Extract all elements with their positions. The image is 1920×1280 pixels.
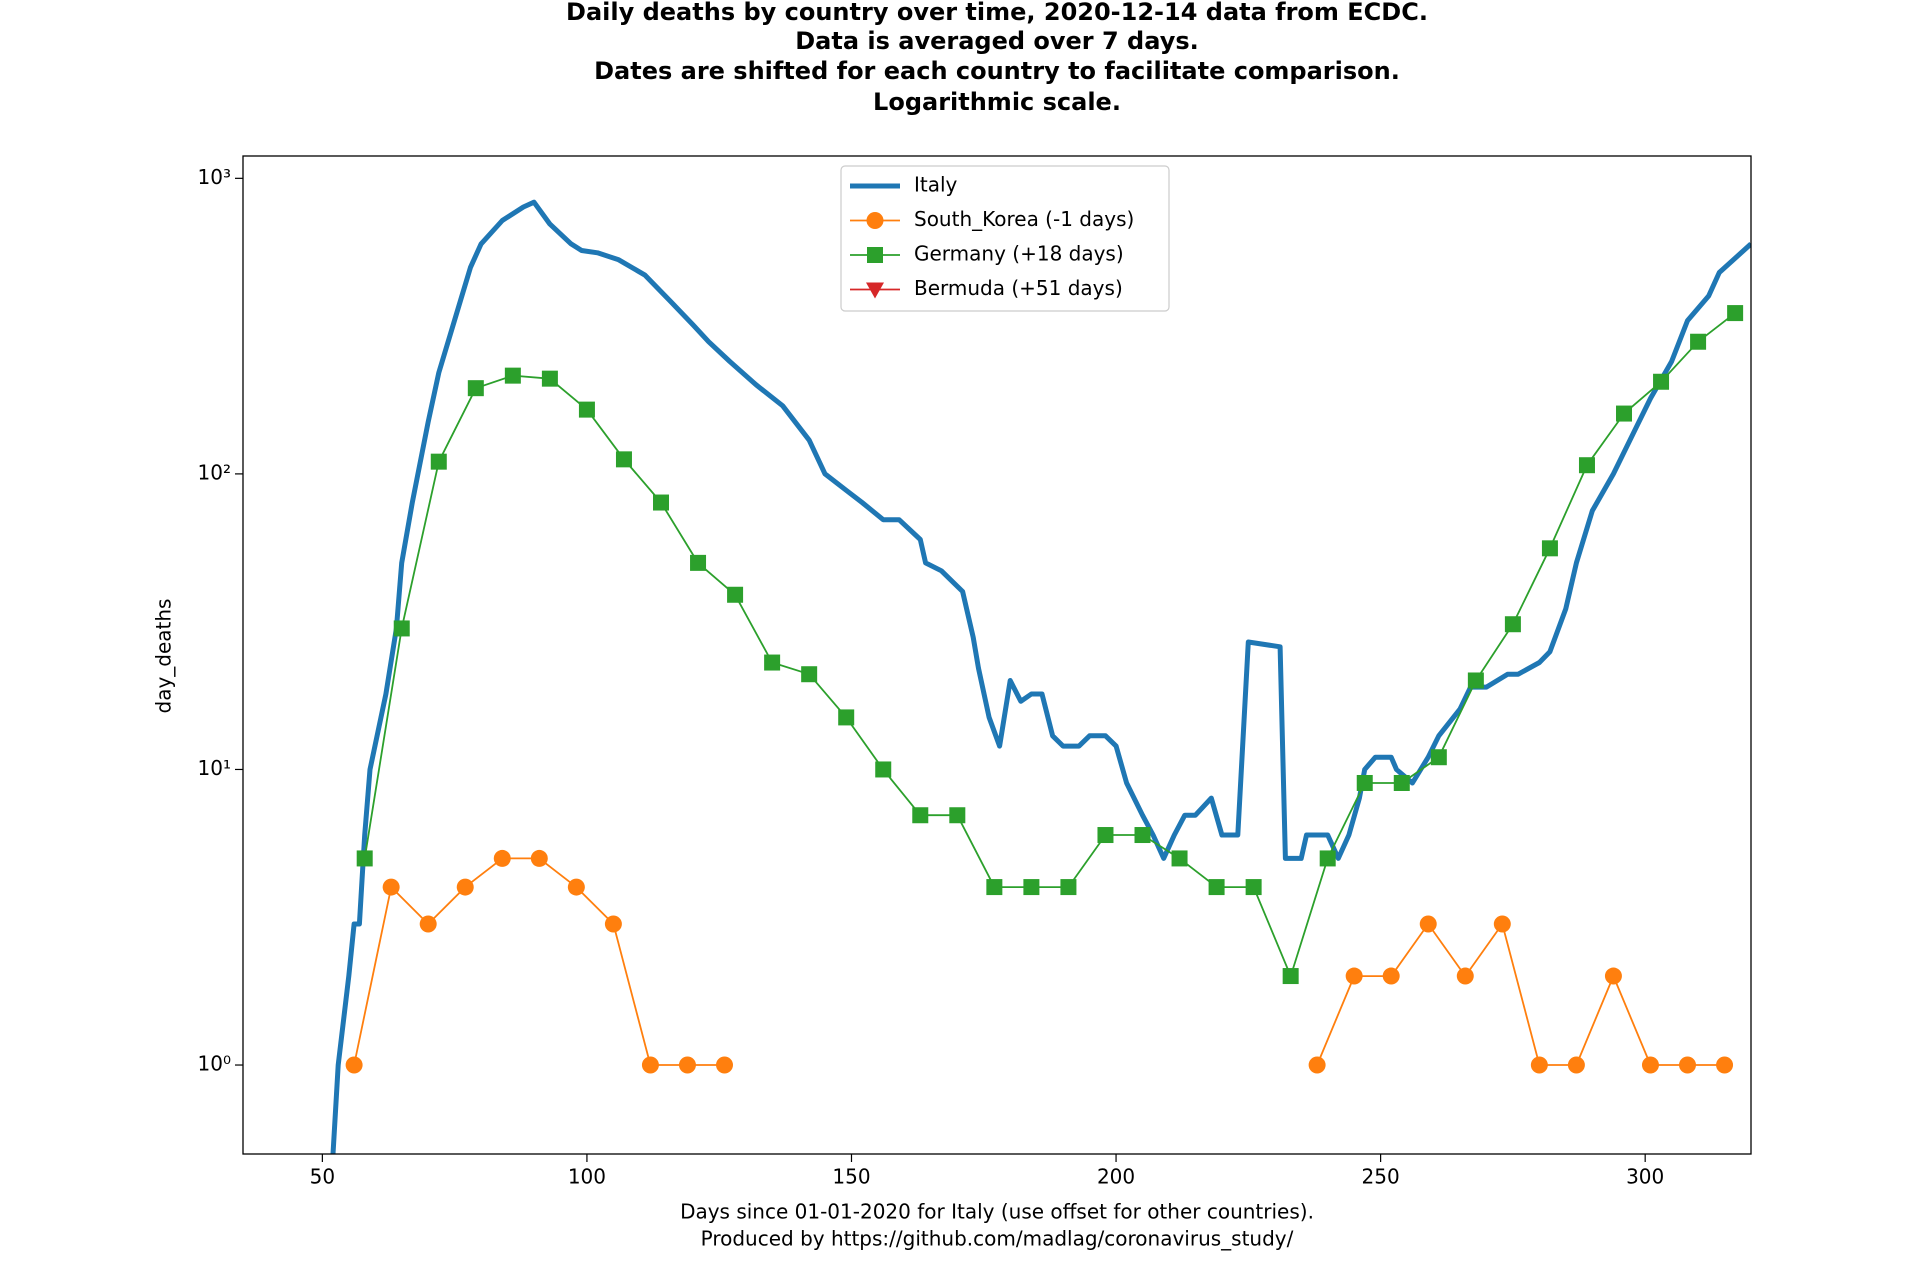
y-tick-label: 10³: [198, 165, 231, 189]
marker: [1604, 967, 1622, 985]
marker: [1456, 967, 1474, 985]
marker: [1345, 967, 1363, 985]
marker: [641, 1056, 659, 1074]
y-tick-label: 10¹: [198, 756, 231, 780]
marker: [764, 654, 781, 671]
marker: [1541, 540, 1558, 557]
x-axis-label: Produced by https://github.com/madlag/co…: [701, 1227, 1294, 1251]
marker: [1060, 879, 1077, 896]
marker: [1430, 749, 1447, 766]
legend-label: Germany (+18 days): [914, 242, 1124, 266]
marker: [727, 586, 744, 603]
marker: [493, 849, 511, 867]
marker: [1382, 967, 1400, 985]
marker: [1393, 774, 1410, 791]
x-tick-label: 100: [568, 1165, 606, 1189]
marker: [912, 807, 929, 824]
marker: [1171, 850, 1188, 867]
marker: [1578, 457, 1595, 474]
marker: [838, 709, 855, 726]
marker: [1690, 333, 1707, 350]
x-axis-label: Days since 01-01-2020 for Italy (use off…: [680, 1200, 1314, 1224]
marker: [1567, 1056, 1585, 1074]
marker: [1467, 672, 1484, 689]
chart-title: Data is averaged over 7 days.: [795, 27, 1199, 55]
x-tick-label: 250: [1362, 1165, 1400, 1189]
series-line: [330, 199, 1751, 1154]
marker: [653, 494, 670, 511]
legend-marker: [867, 247, 883, 263]
marker: [541, 370, 558, 387]
marker: [1308, 1056, 1326, 1074]
marker: [504, 367, 521, 384]
marker: [875, 761, 892, 778]
marker: [1134, 827, 1151, 844]
marker: [1653, 373, 1670, 390]
marker: [356, 850, 373, 867]
marker: [456, 878, 474, 896]
marker: [1245, 879, 1262, 896]
marker: [430, 453, 447, 470]
marker: [1356, 774, 1373, 791]
marker: [1504, 616, 1521, 633]
marker: [393, 620, 410, 637]
chart-title: Dates are shifted for each country to fa…: [594, 57, 1400, 85]
legend-marker: [866, 282, 884, 299]
marker: [1097, 827, 1114, 844]
marker: [678, 1056, 696, 1074]
marker: [1530, 1056, 1548, 1074]
marker: [801, 666, 818, 683]
marker: [1208, 879, 1225, 896]
marker: [1679, 1056, 1697, 1074]
chart-title: Logarithmic scale.: [873, 88, 1121, 116]
legend-label: South_Korea (-1 days): [914, 207, 1134, 231]
marker: [1716, 1056, 1734, 1074]
x-tick-label: 50: [310, 1165, 335, 1189]
marker: [604, 915, 622, 933]
marker: [1493, 915, 1511, 933]
y-tick-label: 10²: [198, 460, 231, 484]
marker: [690, 554, 707, 571]
marker: [1616, 405, 1633, 422]
marker: [467, 380, 484, 397]
marker: [986, 879, 1003, 896]
marker: [716, 1056, 734, 1074]
marker: [1282, 968, 1299, 985]
marker: [1419, 915, 1437, 933]
legend-label: Bermuda (+51 days): [914, 276, 1123, 300]
marker: [567, 878, 585, 896]
legend-label: Italy: [914, 173, 958, 197]
y-tick-label: 10⁰: [198, 1052, 231, 1076]
marker: [1641, 1056, 1659, 1074]
chart-title: Daily deaths by country over time, 2020-…: [566, 0, 1428, 26]
plot-area: [330, 199, 1751, 1154]
marker: [949, 807, 966, 824]
legend-marker: [866, 212, 884, 229]
y-axis-label: day_deaths: [152, 599, 176, 714]
marker: [578, 401, 595, 418]
marker: [419, 915, 437, 933]
marker: [1727, 305, 1744, 322]
marker: [530, 849, 548, 867]
marker: [345, 1056, 363, 1074]
series-line: [363, 312, 1736, 977]
plot-frame: [242, 155, 1752, 1155]
marker: [1319, 850, 1336, 867]
x-tick-label: 300: [1626, 1165, 1664, 1189]
marker: [615, 451, 632, 468]
x-tick-label: 150: [832, 1165, 870, 1189]
legend-box: [840, 165, 1170, 312]
x-tick-label: 200: [1097, 1165, 1135, 1189]
marker: [382, 878, 400, 896]
marker: [1023, 879, 1040, 896]
